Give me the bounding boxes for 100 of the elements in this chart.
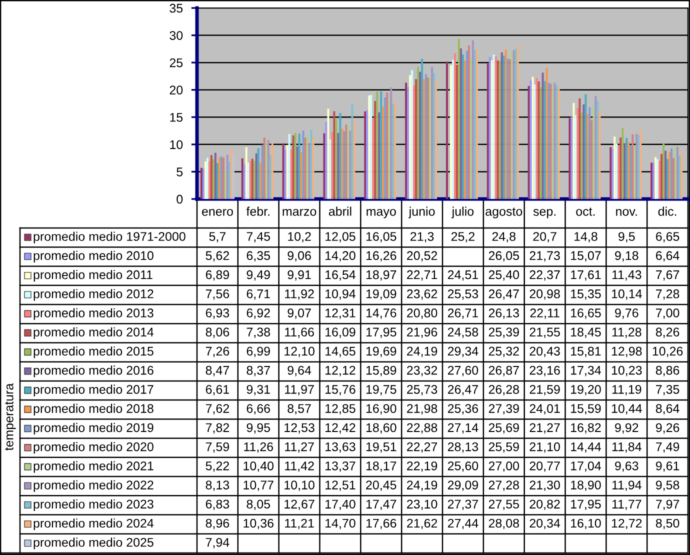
data-label: 10,10 — [284, 480, 314, 491]
bar — [540, 88, 542, 199]
data-label: 9,31 — [246, 385, 270, 396]
legend-label: promedio medio 2016 — [34, 366, 154, 378]
data-label: 10,44 — [612, 404, 642, 414]
bar — [464, 60, 466, 199]
bar — [626, 138, 628, 199]
data-label: 14,44 — [571, 442, 601, 453]
bar — [622, 128, 624, 199]
bar — [668, 152, 671, 199]
data-label: 9,63 — [615, 461, 638, 472]
bar — [351, 104, 354, 199]
data-label: 12,72 — [612, 518, 642, 530]
data-label: 7,62 — [206, 404, 229, 414]
data-label: 15,59 — [571, 404, 601, 414]
bar — [224, 170, 226, 199]
bar — [405, 82, 408, 199]
bar — [542, 72, 544, 199]
data-label: 23,16 — [530, 366, 560, 376]
data-label: 10,40 — [244, 461, 274, 472]
data-label: 20,45 — [366, 480, 396, 491]
data-label: 12,12 — [326, 366, 356, 376]
data-label: 11,43 — [612, 270, 642, 281]
data-label: 8,13 — [206, 480, 230, 491]
bar — [554, 82, 556, 199]
bar — [614, 136, 616, 199]
data-label: 9,61 — [656, 461, 680, 472]
bar — [214, 152, 216, 199]
data-label: 12,05 — [326, 232, 356, 242]
data-label: 17,40 — [326, 500, 356, 510]
y-tick-label: 20 — [170, 86, 183, 95]
data-label: 20,34 — [530, 518, 560, 530]
data-label: 19,75 — [366, 385, 396, 396]
data-label: 21,27 — [530, 423, 560, 434]
data-label: 26,28 — [488, 385, 519, 396]
bar — [300, 152, 302, 199]
bar — [376, 92, 378, 199]
data-label: 17,04 — [571, 461, 601, 472]
data-label: 21,59 — [530, 385, 560, 396]
data-label: 10,2 — [288, 232, 311, 242]
data-label: 5,22 — [206, 461, 229, 472]
data-label: 15,07 — [571, 251, 601, 262]
bar — [341, 128, 344, 199]
bar — [460, 48, 462, 199]
x-tick-label: junio — [408, 206, 435, 218]
data-label: 6,65 — [656, 232, 680, 242]
data-label: 10,23 — [612, 366, 642, 376]
data-label: 9,95 — [246, 423, 270, 434]
data-label: 26,47 — [448, 385, 478, 396]
data-label: 16,65 — [571, 308, 601, 319]
data-label: 7,38 — [246, 328, 270, 338]
bar — [343, 131, 346, 199]
data-label: 11,21 — [285, 518, 314, 530]
bar — [312, 138, 314, 199]
data-label: 8,86 — [656, 366, 680, 376]
data-label: 21,96 — [407, 328, 438, 338]
data-label: 10,14 — [612, 289, 642, 300]
y-tick-label: 25 — [170, 58, 183, 68]
data-label: 27,39 — [488, 404, 519, 414]
data-label: 22,11 — [530, 308, 560, 319]
data-label: 7,28 — [656, 289, 680, 300]
bar — [210, 155, 212, 199]
bar — [243, 164, 246, 199]
data-label: 20,82 — [530, 500, 560, 510]
data-label: 6,93 — [206, 308, 230, 319]
bar — [662, 143, 665, 199]
data-label: 12,67 — [284, 500, 314, 510]
bar — [630, 144, 632, 199]
data-label: 26,87 — [488, 366, 519, 376]
bar — [290, 150, 292, 199]
legend-label: promedio medio 2012 — [34, 289, 154, 301]
data-label: 5,62 — [206, 251, 229, 262]
bar — [588, 107, 591, 199]
data-label: 20,80 — [407, 308, 438, 319]
data-label: 22,27 — [407, 442, 438, 453]
data-label: 27,44 — [448, 518, 478, 530]
data-label: 16,54 — [326, 270, 356, 281]
data-label: 25,59 — [488, 442, 519, 453]
bar — [586, 114, 589, 199]
data-label: 7,59 — [206, 442, 230, 453]
data-label: 23,10 — [407, 500, 438, 510]
x-tick-label: sep. — [533, 208, 556, 218]
data-label: 9,58 — [656, 480, 680, 491]
data-label: 8,64 — [656, 404, 680, 414]
data-label: 15,81 — [571, 346, 601, 358]
data-label: 14,8 — [574, 232, 598, 242]
legend-label: promedio medio 2015 — [34, 346, 154, 358]
data-label: 11,94 — [612, 480, 642, 491]
data-label: 12,98 — [612, 346, 642, 358]
bar — [680, 152, 683, 199]
data-label: 12,10 — [284, 346, 314, 358]
bar — [228, 162, 230, 199]
data-label: 10,77 — [244, 480, 274, 491]
bar — [558, 88, 560, 199]
data-label: 21,3 — [410, 232, 434, 242]
data-label: 16,09 — [326, 328, 356, 338]
data-label: 8,05 — [246, 500, 270, 510]
bar — [528, 86, 530, 199]
bar — [257, 148, 260, 199]
data-label: 14,76 — [366, 308, 396, 319]
